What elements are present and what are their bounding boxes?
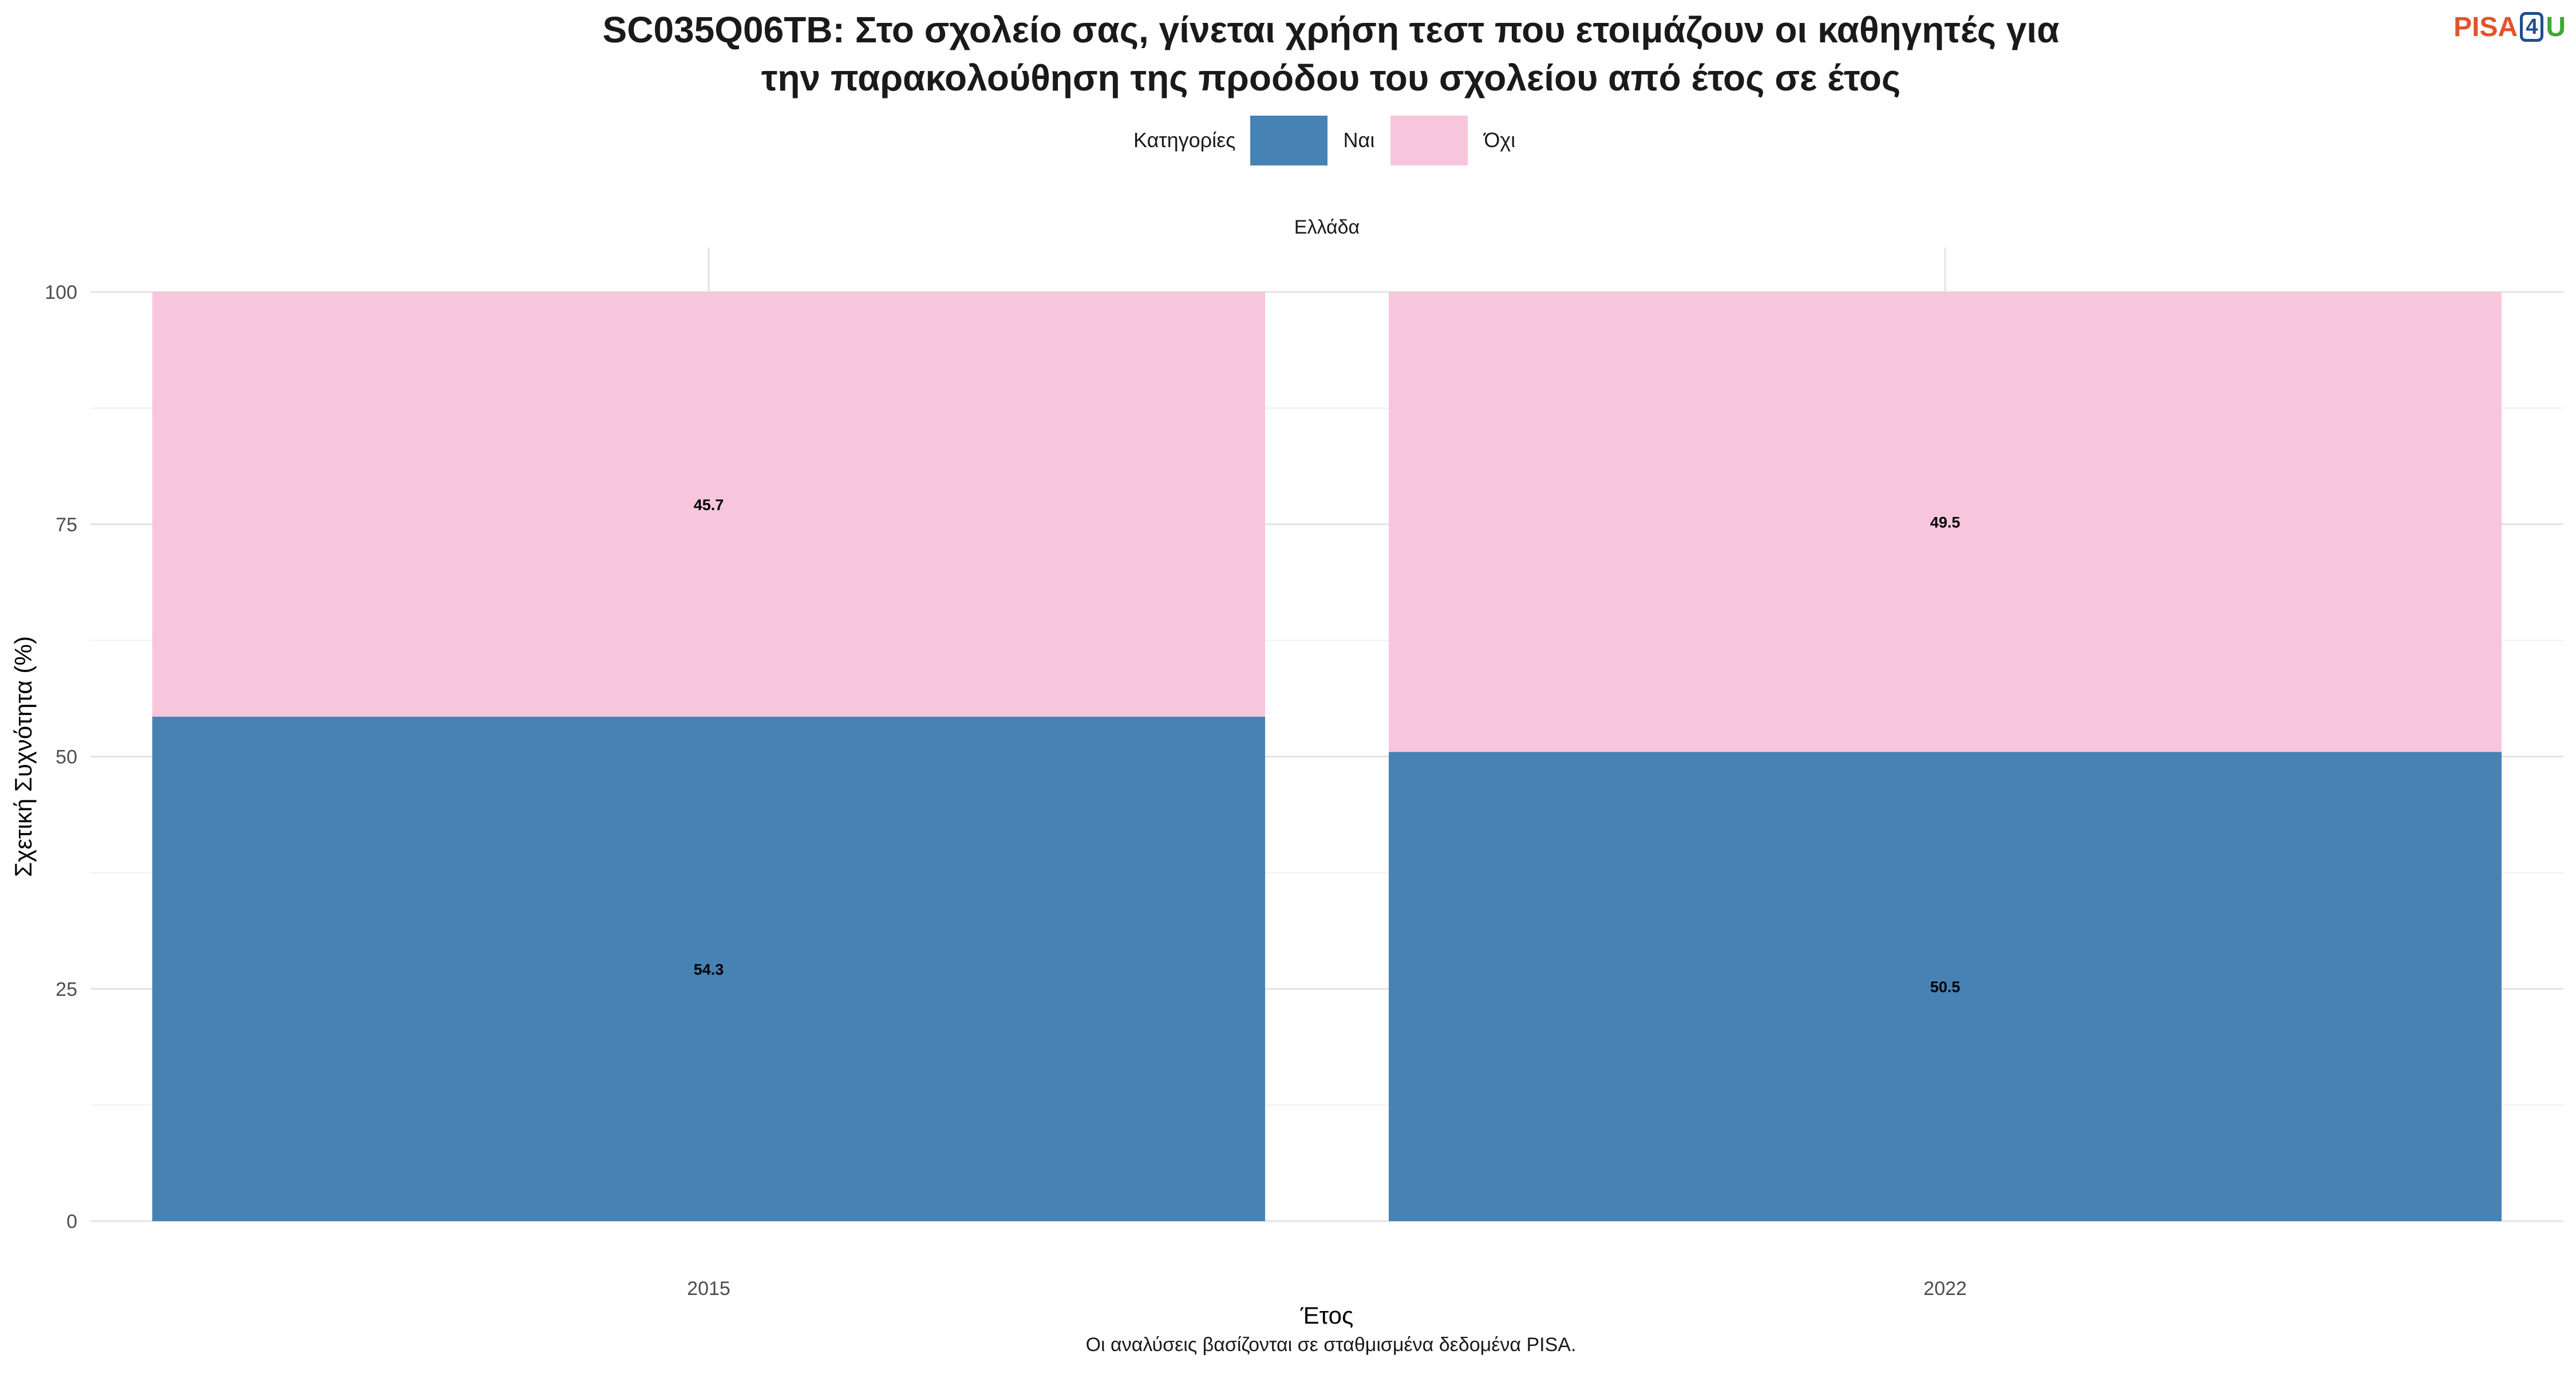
axes: 0 25 50 75 100 2015 2022 Ελλάδα Έτος Σχετική Συχν… — [10, 216, 1967, 1329]
bar-segment-2015-ochi — [152, 292, 1265, 717]
x-axis-title: Έτος — [1300, 1302, 1354, 1329]
logo-text-pisa: PISA — [2453, 12, 2518, 42]
y-tick-label: 100 — [45, 282, 77, 303]
legend-label-nai: Ναι — [1343, 128, 1375, 152]
chart-title-line-2: την παρακολούθηση της προόδου του σχολεί… — [761, 57, 1901, 98]
y-axis-title: Σχετική Συχνότητα (%) — [10, 636, 37, 877]
bar-value-label: 54.3 — [694, 961, 724, 978]
bar-value-label: 49.5 — [1930, 514, 1961, 531]
legend-key-ochi — [1390, 115, 1468, 165]
bar-segment-2022-ochi — [1389, 292, 2502, 752]
chart-title-line-1: SC035Q06TB: Στο σχολείο σας, γίνεται χρή… — [602, 9, 2060, 50]
bar-value-label: 45.7 — [694, 496, 724, 514]
logo-text-u: U — [2546, 12, 2566, 42]
x-tick-label: 2022 — [1923, 1278, 1967, 1300]
y-tick-label: 25 — [56, 978, 77, 1000]
panel-title: Ελλάδα — [1294, 216, 1360, 238]
chart-title: SC035Q06TB: Στο σχολείο σας, γίνεται χρή… — [0, 6, 2576, 102]
y-tick-label: 75 — [56, 514, 77, 536]
bar-value-labels: 54.3 45.7 50.5 49.5 — [694, 496, 1961, 996]
bar-value-label: 50.5 — [1930, 978, 1961, 996]
logo-text-four: 4 — [2520, 12, 2544, 42]
bar-segment-2015-nai — [152, 716, 1265, 1221]
legend-key-nai — [1250, 115, 1327, 165]
pisa4u-logo: PISA 4 U — [2453, 10, 2566, 45]
chart-caption: Οι αναλύσεις βασίζονται σε σταθμισμένα δ… — [1085, 1334, 1577, 1356]
legend-title: Κατηγορίες — [1133, 128, 1236, 152]
chart-legend: Κατηγορίες Ναι Όχι — [1133, 114, 1531, 166]
legend-label-ochi: Όχι — [1484, 128, 1516, 152]
bar-segment-2022-nai — [1389, 752, 2502, 1221]
y-tick-label: 50 — [56, 747, 77, 768]
x-tick-label: 2015 — [687, 1278, 730, 1300]
y-tick-label: 0 — [66, 1211, 77, 1233]
bars — [152, 292, 2502, 1221]
